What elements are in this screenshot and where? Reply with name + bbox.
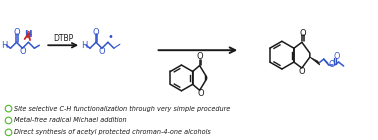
- Text: O: O: [99, 47, 105, 56]
- Text: H: H: [2, 41, 8, 50]
- Text: O: O: [196, 52, 203, 61]
- Text: O: O: [299, 29, 306, 38]
- Text: Site selective C-H functionalization through very simple procedure: Site selective C-H functionalization thr…: [14, 106, 230, 112]
- Text: Direct synthesis of acetyl protected chroman-4-one alcohols: Direct synthesis of acetyl protected chr…: [14, 129, 211, 135]
- Text: DTBP: DTBP: [53, 34, 73, 43]
- Text: •: •: [108, 32, 114, 42]
- Circle shape: [6, 107, 11, 111]
- Circle shape: [5, 117, 12, 124]
- Text: O: O: [93, 28, 99, 37]
- Circle shape: [6, 119, 11, 122]
- Text: Metal-free radical Michael addition: Metal-free radical Michael addition: [14, 117, 127, 123]
- Text: O: O: [333, 52, 340, 61]
- Text: H: H: [81, 41, 87, 50]
- Text: O: O: [299, 67, 305, 76]
- Text: O: O: [197, 89, 204, 98]
- Text: O: O: [328, 60, 335, 69]
- Text: O: O: [13, 28, 20, 37]
- Circle shape: [5, 129, 12, 136]
- Circle shape: [6, 130, 11, 134]
- Circle shape: [5, 105, 12, 112]
- Polygon shape: [310, 57, 320, 65]
- Text: O: O: [19, 47, 26, 56]
- Text: H: H: [25, 30, 32, 39]
